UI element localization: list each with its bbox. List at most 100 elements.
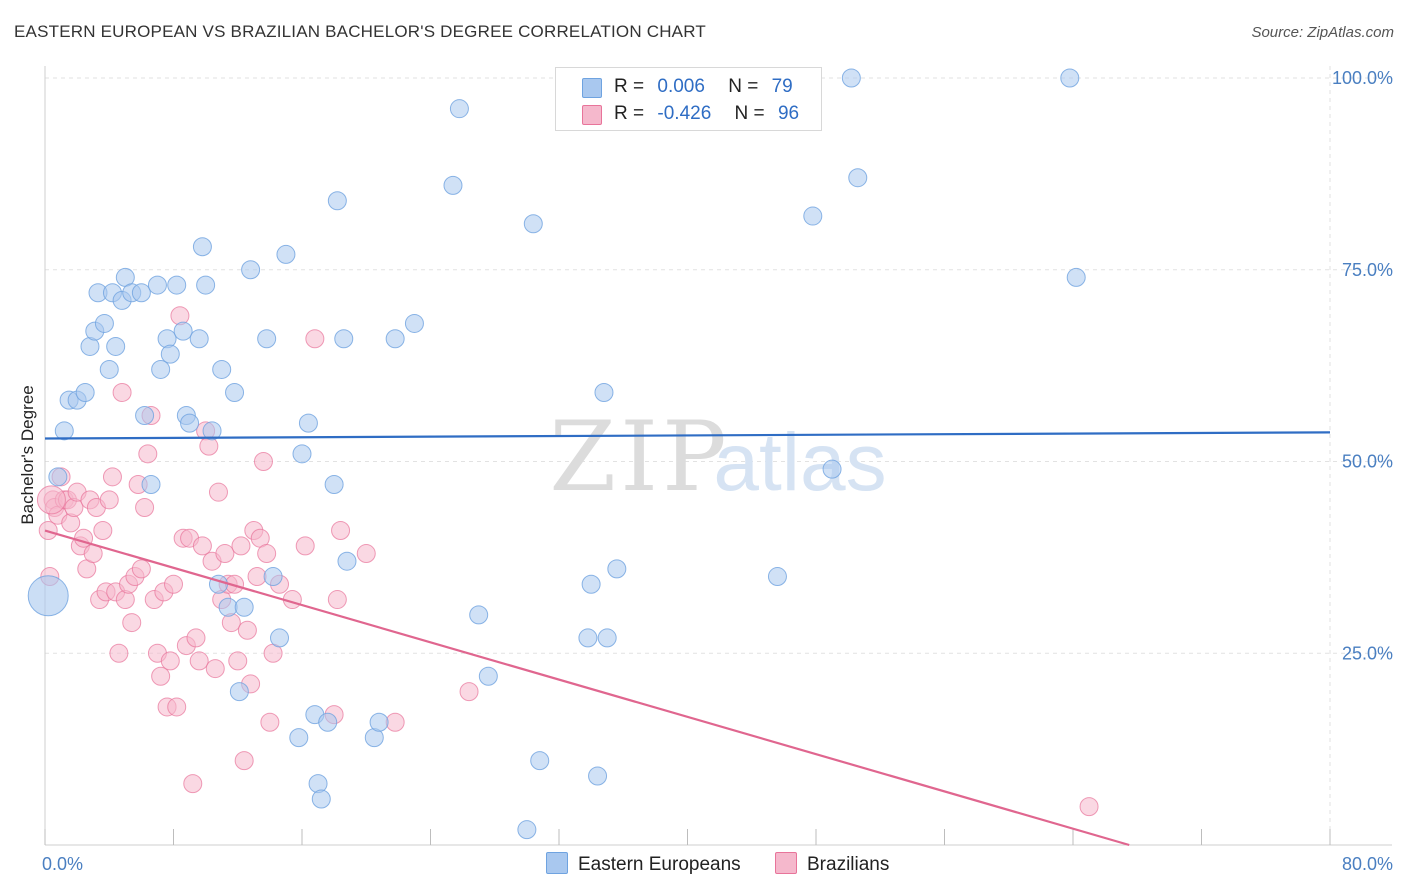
data-point-brazilians <box>109 643 129 663</box>
data-point-eastern-europeans <box>141 475 161 495</box>
data-point-eastern-europeans <box>48 467 68 487</box>
y-tick-label: 100.0% <box>1332 68 1393 88</box>
y-axis-label: Bachelor's Degree <box>18 385 37 524</box>
data-point-eastern-europeans <box>848 168 868 188</box>
legend-r-value: -0.426 <box>657 103 712 124</box>
data-point-brazilians <box>215 544 235 564</box>
data-point-brazilians <box>385 712 405 732</box>
data-point-eastern-europeans <box>202 421 222 441</box>
data-point-eastern-europeans <box>385 329 405 349</box>
data-point-eastern-europeans <box>517 820 537 840</box>
data-point-eastern-europeans <box>160 344 180 364</box>
bottom-legend-brazilians: Brazilians <box>775 852 889 876</box>
legend-n-value: 79 <box>771 76 793 97</box>
data-point-brazilians <box>64 498 84 518</box>
x-tick-label: 80.0% <box>1342 854 1393 874</box>
data-point-eastern-europeans <box>54 421 74 441</box>
data-point-eastern-europeans <box>767 567 787 587</box>
data-point-brazilians <box>199 436 219 456</box>
data-point-brazilians <box>183 774 203 794</box>
data-point-eastern-europeans <box>578 628 598 648</box>
data-point-brazilians <box>234 751 254 771</box>
data-point-eastern-europeans <box>1066 267 1086 287</box>
data-point-eastern-europeans <box>229 682 249 702</box>
data-point-eastern-europeans <box>241 260 261 280</box>
data-point-brazilians <box>257 544 277 564</box>
data-point-brazilians <box>170 306 190 326</box>
data-point-eastern-europeans <box>324 475 344 495</box>
data-point-brazilians <box>102 467 122 487</box>
data-point-eastern-europeans <box>607 559 627 579</box>
data-point-eastern-europeans <box>803 206 823 226</box>
data-point-eastern-europeans <box>167 275 187 295</box>
data-point-eastern-europeans <box>337 551 357 571</box>
y-tick-label: 25.0% <box>1342 643 1393 663</box>
data-point-eastern-europeans <box>369 712 389 732</box>
data-point-eastern-europeans <box>106 336 126 356</box>
data-point-eastern-europeans <box>192 237 212 257</box>
data-point-brazilians <box>135 498 155 518</box>
bottom-legend-label: Brazilians <box>807 854 890 875</box>
data-point-eastern-europeans <box>94 313 114 333</box>
data-point-brazilians <box>99 490 119 510</box>
data-point-eastern-europeans <box>218 597 238 617</box>
data-point-brazilians <box>138 444 158 464</box>
data-point-eastern-europeans <box>131 283 151 303</box>
data-point-eastern-europeans <box>318 712 338 732</box>
data-point-eastern-europeans <box>478 666 498 686</box>
data-point-eastern-europeans <box>263 567 283 587</box>
data-point-brazilians <box>93 521 113 541</box>
data-point-eastern-europeans <box>75 382 95 402</box>
watermark-atlas: atlas <box>713 417 886 508</box>
data-point-brazilians <box>189 651 209 671</box>
bottom-legend-swatch-pink <box>775 852 797 874</box>
legend-n-value: 96 <box>777 103 800 124</box>
data-point-brazilians <box>356 544 376 564</box>
data-point-brazilians <box>247 567 267 587</box>
data-point-eastern-europeans <box>292 444 312 464</box>
trend-line-eastern-europeans <box>44 431 1331 440</box>
series-eastern-europeans <box>27 68 1086 840</box>
data-point-brazilians <box>305 329 325 349</box>
data-point-eastern-europeans <box>147 275 167 295</box>
data-point-eastern-europeans <box>225 382 245 402</box>
data-point-eastern-europeans <box>257 329 277 349</box>
data-point-eastern-europeans <box>404 313 424 333</box>
series-brazilians <box>36 306 1099 817</box>
data-point-brazilians <box>131 559 151 579</box>
data-point-brazilians <box>164 574 183 594</box>
trend-lines <box>44 431 1331 847</box>
data-point-eastern-europeans <box>334 329 354 349</box>
bottom-legend-swatch-blue <box>546 852 568 874</box>
chart-title: EASTERN EUROPEAN VS BRAZILIAN BACHELOR'S… <box>14 22 706 41</box>
legend-n-label: N = <box>734 103 765 124</box>
legend-r-label: R = <box>614 76 645 97</box>
data-point-eastern-europeans <box>276 244 296 264</box>
data-point-eastern-europeans <box>135 405 155 425</box>
stats-legend: R = 0.006 N = 79 R = -0.426 N = 96 <box>555 67 822 131</box>
data-point-eastern-europeans <box>588 766 608 786</box>
data-point-eastern-europeans <box>212 359 232 379</box>
data-point-brazilians <box>459 682 479 702</box>
data-point-brazilians <box>327 590 347 610</box>
data-point-eastern-europeans <box>180 413 200 433</box>
legend-n-label: N = <box>728 76 759 97</box>
data-point-eastern-europeans <box>311 789 331 809</box>
watermark: ZIP atlas <box>549 401 886 513</box>
data-point-brazilians <box>231 536 251 556</box>
data-point-brazilians <box>260 712 280 732</box>
data-point-eastern-europeans <box>523 214 543 234</box>
data-point-brazilians <box>331 521 351 541</box>
data-point-brazilians <box>36 485 66 515</box>
axes <box>44 66 1392 846</box>
data-point-brazilians <box>228 651 248 671</box>
watermark-zip: ZIP <box>549 401 730 513</box>
data-point-eastern-europeans <box>189 329 209 349</box>
data-point-brazilians <box>151 666 171 686</box>
legend-swatch-pink <box>582 105 602 125</box>
data-point-brazilians <box>1079 797 1099 817</box>
data-point-eastern-europeans <box>822 459 842 479</box>
y-tick-label: 50.0% <box>1342 452 1393 472</box>
data-point-eastern-europeans <box>449 99 469 119</box>
